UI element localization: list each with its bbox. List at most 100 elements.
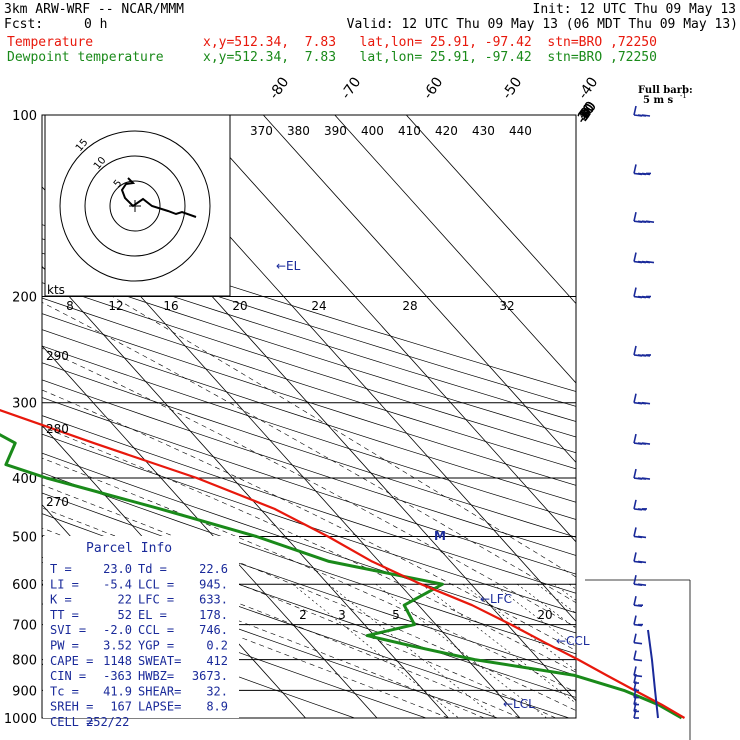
hodograph-ring-label: 5 [112, 178, 125, 190]
parcel-info-label: EL = [138, 608, 167, 622]
mixing-ratio-label: 8 [66, 299, 74, 313]
parcel-info-background [43, 536, 239, 718]
mixing-ratio-label: 16 [163, 299, 178, 313]
wind-barb [633, 252, 655, 264]
moist-adiabat-line [42, 545, 485, 718]
wind-barb [633, 552, 647, 564]
mixing-ratio-label: 28 [402, 299, 417, 313]
mixing-ratio-label: 2 [299, 608, 307, 622]
wind-barb-staff [633, 287, 637, 297]
wind-barb-full [641, 442, 651, 445]
mixing-ratio-label: 5 [392, 608, 400, 622]
lfc-marker: ←LFC [480, 592, 512, 606]
parcel-info-value: 3.52 [103, 639, 132, 653]
wind-barb [633, 287, 651, 299]
dry-adiabat-line [42, 513, 576, 698]
isotherm-line [406, 115, 576, 305]
wind-barb [633, 666, 643, 678]
parcel-info-label: LFC = [138, 593, 174, 607]
wind-barb-staff [633, 345, 637, 356]
parcel-info-label: LI = [50, 577, 79, 591]
parcel-info-label: PW = [50, 639, 79, 653]
isotherm-line [42, 265, 449, 718]
temperature-profile-line [0, 408, 686, 719]
parcel-info-label: TT = [50, 608, 79, 622]
hodograph-ring [59, 130, 211, 282]
parcel-info-value: 23.0 [103, 562, 132, 576]
mixing-ratio-line [517, 583, 576, 629]
dry-adiabat-line [42, 362, 576, 538]
wind-barb [633, 345, 651, 357]
el-marker: ←EL [276, 259, 301, 273]
wind-barb [633, 708, 639, 719]
parcel-info-label: YGP = [138, 639, 174, 653]
parcel-info-box: Parcel Info T = 23.0 Td = 22.6 LI = -5.4 LCL = 9… [43, 536, 239, 729]
dry-adiabat-line [42, 397, 576, 575]
wind-barb-full [641, 114, 651, 117]
isotherm-top-label: -50 [499, 74, 525, 102]
parcel-info-label: SWEAT= [138, 654, 181, 668]
parcel-info-value: 252/22 [86, 715, 129, 729]
dry-adiabat-line [42, 282, 576, 454]
parcel-info-label: SREH = [50, 700, 93, 714]
barb-legend-line1: Full barb: [638, 85, 693, 96]
parcel-info-value: 178. [199, 608, 228, 622]
pressure-tick-label: 600 [12, 578, 37, 593]
dry-adiabat-line [42, 379, 576, 556]
hodograph-trace [120, 177, 197, 218]
wind-barb-full [645, 260, 655, 264]
pressure-tick-label: 400 [12, 472, 37, 487]
theta-label: 430 [472, 124, 495, 138]
hodograph-ring [84, 155, 186, 257]
wind-barb [633, 393, 651, 405]
mixing-ratio-label: 3 [338, 608, 346, 622]
temperature-legend-info: x,y=512.34, 7.83 lat,lon= 25.91, -97.42 … [203, 35, 657, 50]
m-marker: M [434, 529, 446, 543]
theta-label: 440 [509, 124, 532, 138]
wind-barb-full [645, 220, 655, 223]
dewpoint-profile-line [0, 433, 683, 720]
parcel-info-value: 41.9 [103, 684, 132, 698]
parcel-info-label: Tc = [50, 684, 79, 698]
wind-barb [633, 527, 647, 539]
hodograph-ring [109, 180, 161, 232]
wind-barb [633, 468, 651, 480]
mixing-ratio-label: 20 [537, 608, 552, 622]
pressure-tick-label: 300 [12, 397, 37, 412]
parcel-info-value: 22.6 [199, 562, 228, 576]
theta-label: 390 [324, 124, 347, 138]
moist-adiabat-line [112, 296, 576, 578]
wind-barb-staff [633, 527, 637, 537]
hodograph-rings [59, 130, 211, 282]
wind-barb [633, 433, 651, 445]
wind-barb-full [637, 535, 647, 539]
wind-barb-staff [633, 499, 637, 510]
wind-barb [633, 105, 651, 117]
parcel-info-label: CAPE = [50, 654, 93, 668]
wind-barb-full [641, 401, 651, 405]
mixing-ratio-line [292, 583, 459, 718]
theta-label: 410 [398, 124, 421, 138]
sounding-profiles [0, 408, 686, 720]
theta-label: 400 [361, 124, 384, 138]
low-level-wind-trace [647, 629, 659, 719]
dry-adiabat-line [42, 492, 576, 676]
parcel-info-value: -363 [103, 669, 132, 683]
parcel-info-value: 746. [199, 623, 228, 637]
wind-barb [633, 212, 655, 223]
dry-adiabat-line [42, 452, 576, 634]
wind-barb-staff [633, 164, 637, 174]
parcel-info-label: HWBZ= [138, 669, 174, 683]
wind-barb-staff [633, 433, 637, 444]
parcel-info-label: CELL = [50, 715, 93, 729]
forecast-label: Fcst: [4, 17, 44, 32]
parcel-info-label: CIN = [50, 669, 86, 683]
pressure-tick-label: 700 [12, 619, 37, 634]
wind-barb [633, 164, 651, 176]
wind-barb-staff [633, 468, 637, 479]
parcel-info-value: 3673. [192, 669, 228, 683]
dry-adiabat-line [42, 345, 576, 520]
parcel-info-value: -5.4 [103, 577, 132, 591]
